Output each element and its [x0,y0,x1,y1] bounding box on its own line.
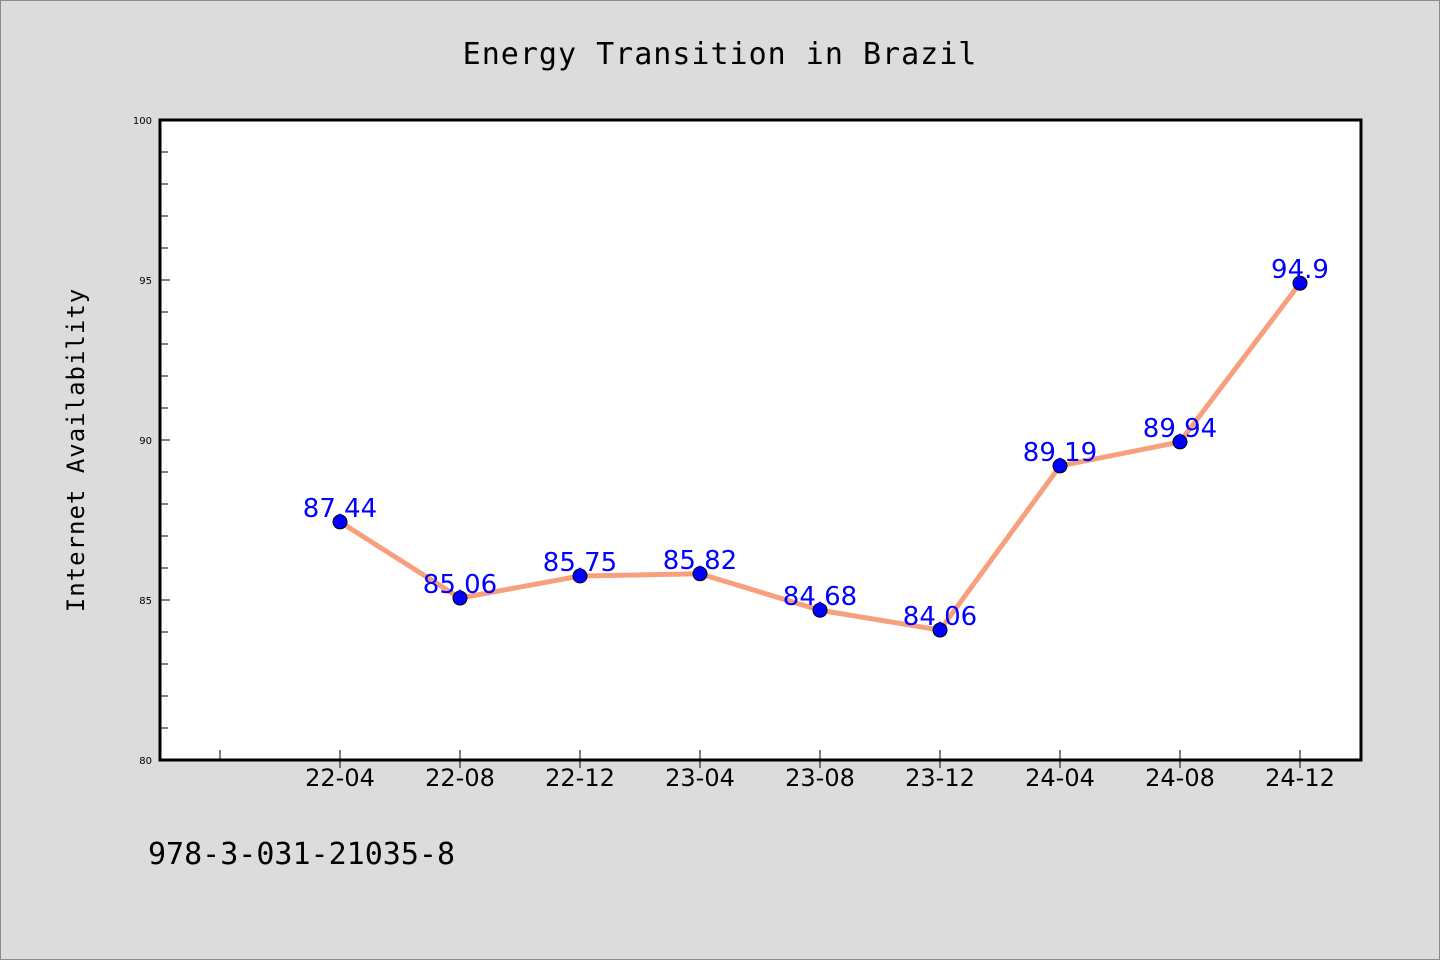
data-label: 84.68 [783,582,857,612]
data-point [812,602,828,618]
y-axis-label: Internet Availability [62,288,90,612]
data-label: 85.82 [663,546,737,576]
x-tick-label: 24-08 [1145,764,1215,792]
y-axis: 80 85 90 95 100 [133,116,170,767]
y-tick-label: 95 [139,276,152,287]
data-label: 94.9 [1271,255,1329,285]
y-tick-label: 100 [133,116,152,127]
plot-area [158,118,1363,762]
x-tick-label: 22-08 [425,764,495,792]
y-tick-label: 80 [139,756,152,767]
chart-title: Energy Transition in Brazil [463,37,978,72]
data-point [1292,275,1308,291]
series-layer: 87.44 85.06 85.75 85.82 84.68 84.06 89.19 89.94… [303,255,1329,638]
data-label: 84.06 [903,602,977,632]
data-point [572,568,588,584]
data-label: 89.94 [1143,414,1217,444]
x-tick-label: 22-04 [305,764,375,792]
x-tick-label: 23-12 [905,764,975,792]
data-point [452,590,468,606]
x-tick-label: 23-08 [785,764,855,792]
data-label: 85.75 [543,548,617,578]
x-tick-label: 24-04 [1025,764,1095,792]
data-label: 87.44 [303,494,377,524]
data-point [332,514,348,530]
data-label: 85.06 [423,570,497,600]
y-tick-label: 90 [139,436,152,447]
data-point [932,622,948,638]
isbn-footer: 978-3-031-21035-8 [148,837,455,872]
data-point [1052,458,1068,474]
data-point [692,566,708,582]
y-tick-label: 85 [139,596,152,607]
x-tick-label: 22-12 [545,764,615,792]
data-point [1172,434,1188,450]
x-tick-label: 23-04 [665,764,735,792]
x-axis: 22-04 22-08 22-12 23-04 23-08 23-12 24-04 24-08… [219,750,1335,792]
x-tick-label: 24-12 [1265,764,1335,792]
data-label: 89.19 [1023,438,1097,468]
